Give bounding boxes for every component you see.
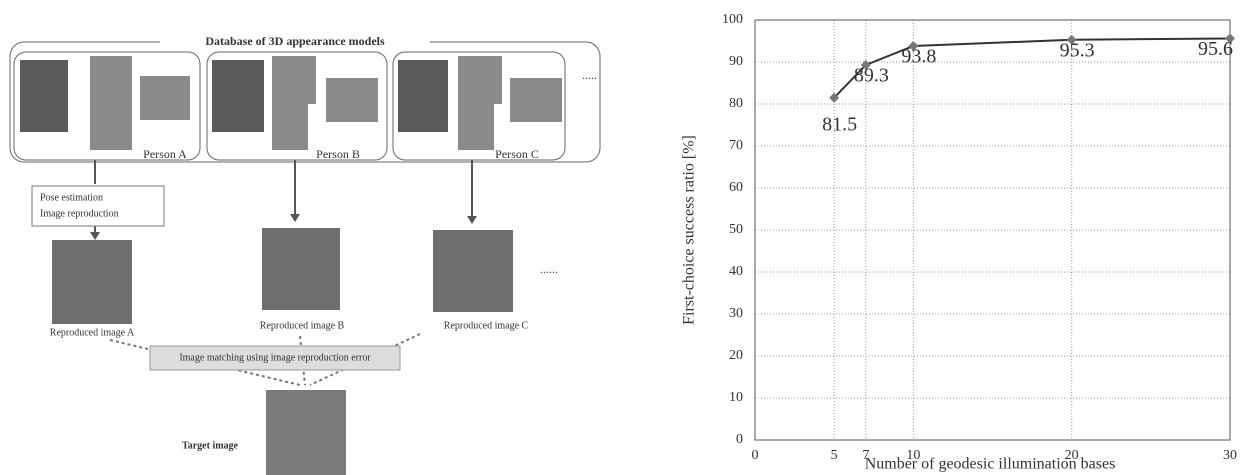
person-label: Person A [143,147,187,161]
y-tick-label: 10 [729,390,743,405]
caption: Reproduced image B [260,320,345,331]
y-tick-label: 0 [736,432,743,447]
y-axis-label: First-choice success ratio [%] [681,135,698,325]
matching-label: Image matching using image reproduction … [179,352,371,363]
caption: Reproduced image A [50,327,135,338]
data-label: 81.5 [822,113,857,135]
person-label: Person C [495,147,539,161]
y-tick-label: 40 [729,264,743,279]
ellipsis: ..... [582,68,597,82]
y-tick-label: 100 [722,12,743,27]
y-tick-label: 90 [729,54,743,69]
y-tick-label: 60 [729,180,743,195]
chart: Number of geodesic illumination bases Fi… [681,12,1237,472]
caption: Reproduced image C [444,320,529,331]
x-tick-label: 7 [862,448,869,463]
x-tick-label: 20 [1065,448,1079,463]
pose-line: Image reproduction [40,208,119,219]
data-label: 95.6 [1198,38,1233,60]
y-tick-label: 50 [729,222,743,237]
target-label: Target image [182,440,239,451]
data-label: 95.3 [1060,39,1095,61]
y-tick-label: 80 [729,96,743,111]
data-label: 89.3 [854,65,889,87]
ellipsis: ...... [540,262,558,276]
y-tick-label: 20 [729,348,743,363]
x-tick-label: 10 [906,448,920,463]
person-label: Person B [316,147,360,161]
data-label: 93.8 [901,46,936,68]
x-tick-label: 5 [831,448,838,463]
x-tick-label: 0 [752,448,759,463]
series-line [834,38,1230,97]
diagram: Database of 3D appearance models ..... P… [10,34,600,475]
y-tick-label: 30 [729,306,743,321]
database-title: Database of 3D appearance models [205,34,385,48]
pose-line: Pose estimation [40,192,103,203]
model-thumbnails [20,56,562,475]
figure: Database of 3D appearance models ..... P… [0,0,1245,475]
x-tick-label: 30 [1223,448,1237,463]
y-tick-label: 70 [729,138,743,153]
